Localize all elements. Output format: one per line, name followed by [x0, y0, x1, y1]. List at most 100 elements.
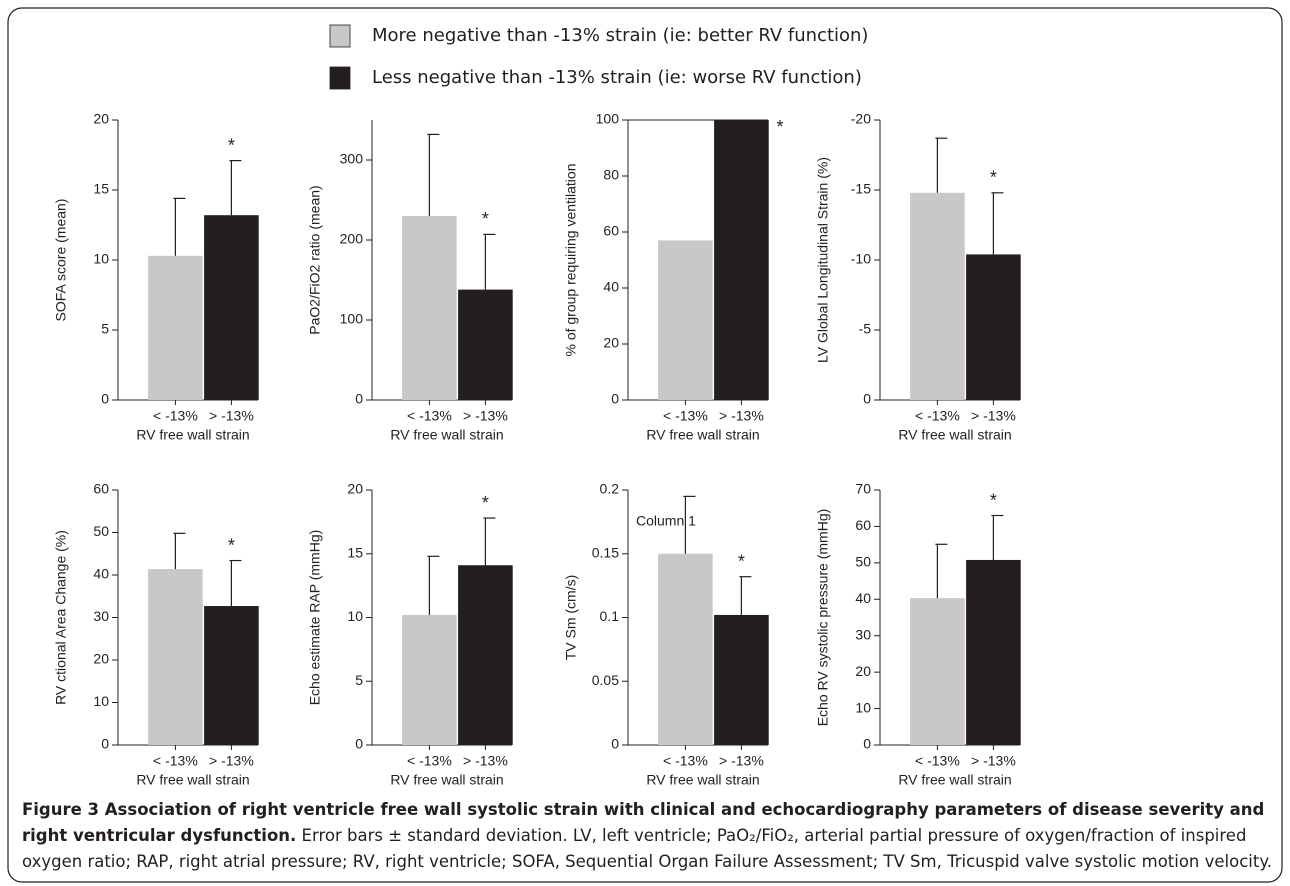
y-tick-label: 0: [101, 736, 109, 752]
y-tick-label: 80: [603, 167, 619, 183]
y-tick-label: 20: [93, 651, 109, 667]
y-tick-label: -5: [859, 321, 872, 337]
y-tick-label: -15: [851, 181, 871, 197]
y-tick-label: 0: [863, 391, 871, 407]
y-tick-label: 0.15: [592, 544, 619, 560]
y-tick-label: 300: [340, 151, 364, 167]
significance-marker: *: [482, 209, 489, 229]
significance-marker: *: [482, 493, 489, 513]
legend-label: More negative than -13% strain (ie: bett…: [372, 25, 868, 46]
y-axis-label: TV Sm (cm/s): [563, 575, 579, 661]
x-tick-label: < -13%: [915, 753, 960, 769]
x-axis-label: RV free wall strain: [136, 427, 249, 443]
bar: [966, 254, 1021, 400]
x-axis-label: RV free wall strain: [390, 772, 503, 788]
y-tick-label: 0: [611, 736, 619, 752]
y-tick-label: 0.1: [600, 608, 620, 624]
y-axis-label: SOFA score (mean): [53, 199, 69, 322]
significance-marker: *: [228, 135, 235, 155]
y-tick-label: 10: [347, 608, 363, 624]
bar: [402, 614, 457, 745]
y-tick-label: 40: [603, 279, 619, 295]
y-tick-label: 30: [93, 608, 109, 624]
y-axis-label: LV Global Longitudinal Strain (%): [815, 157, 831, 363]
x-tick-label: < -13%: [663, 408, 708, 424]
bar: [458, 565, 513, 745]
y-tick-label: 10: [855, 699, 871, 715]
y-tick-label: 40: [855, 590, 871, 606]
bar: [204, 215, 259, 400]
y-axis-label: Echo estimate RAP (mmHg): [307, 530, 323, 706]
y-axis-label: RV ctional Area Change (%): [53, 530, 69, 705]
y-axis-label: Echo RV systolic pressure (mmHg): [815, 509, 831, 727]
x-tick-label: < -13%: [153, 408, 198, 424]
significance-marker: *: [228, 535, 235, 555]
bar: [658, 553, 713, 745]
x-tick-label: > -13%: [971, 753, 1016, 769]
bar: [658, 240, 713, 400]
x-tick-label: > -13%: [719, 408, 764, 424]
y-tick-label: 50: [855, 554, 871, 570]
y-axis-label: % of group requiring ventilation: [563, 163, 579, 356]
y-tick-label: 60: [93, 481, 109, 497]
bar: [966, 559, 1021, 745]
caption-text: Error bars ± standard deviation. LV, lef…: [22, 826, 1273, 871]
x-tick-label: < -13%: [663, 753, 708, 769]
x-tick-label: > -13%: [719, 753, 764, 769]
y-tick-label: 20: [855, 663, 871, 679]
y-tick-label: 40: [93, 566, 109, 582]
figure-frame: [7, 7, 1283, 883]
y-tick-label: 0: [863, 736, 871, 752]
bar: [910, 598, 965, 745]
note: Column 1: [636, 513, 696, 529]
y-tick-label: 0.2: [600, 481, 620, 497]
y-tick-label: 5: [101, 321, 109, 337]
y-tick-label: 70: [855, 481, 871, 497]
x-axis-label: RV free wall strain: [136, 772, 249, 788]
legend-swatch: [329, 66, 351, 90]
y-tick-label: 0.05: [592, 672, 619, 688]
caption-title: Figure 3 Association of right ventricle …: [22, 800, 1265, 845]
bar: [910, 192, 965, 400]
x-tick-label: < -13%: [407, 753, 452, 769]
bar: [402, 216, 457, 400]
bar: [148, 255, 203, 400]
caption: Figure 3 Association of right ventricle …: [22, 797, 1272, 875]
y-tick-label: -10: [851, 251, 871, 267]
x-axis-label: RV free wall strain: [898, 427, 1011, 443]
y-tick-label: 10: [93, 251, 109, 267]
x-tick-label: > -13%: [209, 408, 254, 424]
x-tick-label: < -13%: [407, 408, 452, 424]
y-tick-label: 0: [355, 736, 363, 752]
x-tick-label: > -13%: [463, 753, 508, 769]
y-tick-label: 60: [603, 223, 619, 239]
x-tick-label: < -13%: [915, 408, 960, 424]
x-axis-label: RV free wall strain: [898, 772, 1011, 788]
x-tick-label: > -13%: [971, 408, 1016, 424]
y-tick-label: 5: [355, 672, 363, 688]
y-tick-label: -20: [851, 111, 871, 127]
bar: [204, 606, 259, 745]
y-tick-label: 30: [855, 626, 871, 642]
y-tick-label: 20: [603, 335, 619, 351]
y-tick-label: 50: [93, 523, 109, 539]
significance-marker: *: [990, 168, 997, 188]
y-tick-label: 20: [347, 481, 363, 497]
y-tick-label: 15: [93, 181, 109, 197]
legend-swatch: [329, 24, 351, 48]
y-tick-label: 100: [596, 111, 620, 127]
y-tick-label: 100: [340, 311, 364, 327]
bar: [458, 289, 513, 400]
significance-marker: *: [776, 117, 783, 137]
y-tick-label: 200: [340, 231, 364, 247]
x-tick-label: > -13%: [463, 408, 508, 424]
y-tick-label: 15: [347, 544, 363, 560]
y-tick-label: 0: [355, 391, 363, 407]
y-tick-label: 10: [93, 693, 109, 709]
y-tick-label: 0: [101, 391, 109, 407]
x-axis-label: RV free wall strain: [390, 427, 503, 443]
legend-label: Less negative than -13% strain (ie: wors…: [372, 67, 862, 88]
y-tick-label: 60: [855, 517, 871, 533]
